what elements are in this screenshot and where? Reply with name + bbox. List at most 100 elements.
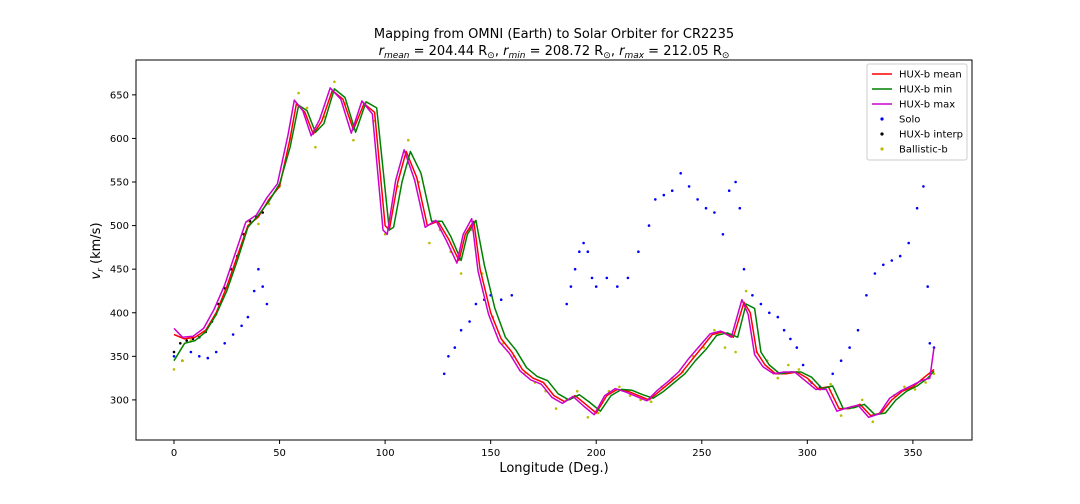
point-ballistic-b [932, 372, 936, 376]
point-solo [582, 241, 585, 245]
point-solo [742, 267, 746, 271]
series-line-hux-b-max [173, 87, 935, 419]
point-solo [573, 267, 577, 271]
point-ballistic-b [297, 91, 300, 95]
point-solo [240, 324, 243, 328]
chart-subtitle: rmean = 204.44 R⊙, rmin = 208.72 R⊙, rma… [379, 44, 730, 61]
x-tick-label: 350 [903, 448, 922, 459]
point-ballistic-b [903, 385, 906, 389]
point-ballistic-b [744, 289, 748, 293]
point-solo [590, 276, 594, 280]
point-solo [759, 302, 763, 306]
point-solo [206, 356, 210, 360]
point-ballistic-b [618, 385, 621, 389]
point-ballistic-b [776, 376, 780, 380]
point-solo [890, 259, 894, 262]
x-tick-label: 0 [171, 448, 177, 459]
point-solo [734, 180, 737, 184]
point-solo [246, 315, 250, 319]
y-tick-label: 400 [110, 308, 129, 319]
y-axis-label: vr (km/s) [89, 222, 106, 279]
point-solo [510, 294, 514, 297]
point-solo [605, 276, 609, 280]
point-solo [594, 285, 598, 288]
point-solo [856, 328, 860, 332]
point-solo [172, 355, 176, 358]
point-solo [751, 294, 754, 297]
point-ballistic-b [554, 407, 558, 410]
plot-axes: 0 50 100 150 200 250 300 350 300 350 400 450 500 550 6… [110, 59, 973, 459]
point-ballistic-b [649, 400, 653, 404]
point-solo [782, 328, 786, 332]
point-ballistic-b [787, 363, 790, 367]
point-solo [738, 206, 742, 210]
point-ballistic-b [407, 138, 410, 142]
point-ballistic-b [913, 388, 917, 391]
point-solo [679, 172, 682, 175]
point-solo [831, 372, 834, 376]
point-hux-b-interp [185, 339, 188, 342]
point-solo [865, 294, 868, 297]
point-solo [839, 359, 843, 363]
point-solo [261, 285, 265, 288]
point-ballistic-b [575, 389, 579, 393]
point-ballistic-b [797, 368, 801, 371]
plot-series [172, 80, 936, 424]
point-solo [265, 302, 269, 306]
point-solo [926, 285, 929, 288]
point-solo [654, 198, 657, 201]
legend-label-hux-b-interp: HUX-b interp [899, 130, 963, 141]
plot-frame [135, 59, 973, 441]
legend-label-hux-b-max: HUX-b max [899, 100, 955, 111]
y-tick-label: 550 [110, 178, 129, 189]
point-solo [474, 302, 478, 306]
point-solo [768, 311, 771, 315]
point-solo [189, 350, 193, 354]
point-solo [252, 289, 256, 293]
y-tick-label: 300 [110, 395, 129, 406]
point-solo [647, 224, 651, 227]
legend-label-hux-b-min: HUX-b min [899, 85, 952, 96]
point-solo [687, 185, 691, 188]
point-solo [662, 193, 666, 197]
point-ballistic-b [333, 80, 336, 84]
point-solo [223, 342, 226, 345]
y-tick-label: 500 [110, 221, 129, 232]
point-ballistic-b [871, 420, 875, 424]
series-line-hux-b-mean [173, 89, 935, 417]
point-ballistic-b [181, 359, 184, 363]
y-tick-label: 350 [110, 352, 129, 363]
point-hux-b-interp [172, 350, 176, 354]
point-solo [873, 272, 877, 275]
point-solo [721, 233, 725, 236]
point-solo [214, 350, 218, 354]
point-solo [801, 363, 805, 367]
y-tick-label: 650 [110, 90, 129, 101]
point-ballistic-b [597, 411, 600, 415]
point-solo [459, 328, 463, 332]
point-solo [616, 285, 619, 288]
point-ballistic-b [734, 350, 737, 354]
point-solo [626, 276, 630, 280]
point-solo [578, 250, 581, 253]
x-tick-label: 300 [798, 448, 817, 459]
point-ballistic-b [860, 398, 864, 402]
point-solo [569, 285, 573, 288]
legend-box [866, 63, 968, 161]
y-tick-label: 450 [110, 265, 129, 276]
point-solo [848, 346, 851, 349]
point-solo [696, 198, 699, 201]
legend-label-ballistic-b: Ballistic-b [899, 145, 948, 156]
point-ballistic-b [305, 106, 309, 110]
point-ballistic-b [713, 328, 716, 332]
chart-title: Mapping from OMNI (Earth) to Solar Orbit… [374, 27, 734, 42]
point-solo [442, 372, 446, 376]
point-ballistic-b [257, 222, 260, 226]
point-ballistic-b [723, 346, 727, 349]
point-ballistic-b [172, 368, 176, 371]
point-solo [922, 185, 925, 188]
point-solo [882, 263, 885, 267]
point-solo [468, 320, 471, 323]
point-solo [915, 206, 919, 210]
legend-swatch-ballistic-b [880, 147, 884, 151]
